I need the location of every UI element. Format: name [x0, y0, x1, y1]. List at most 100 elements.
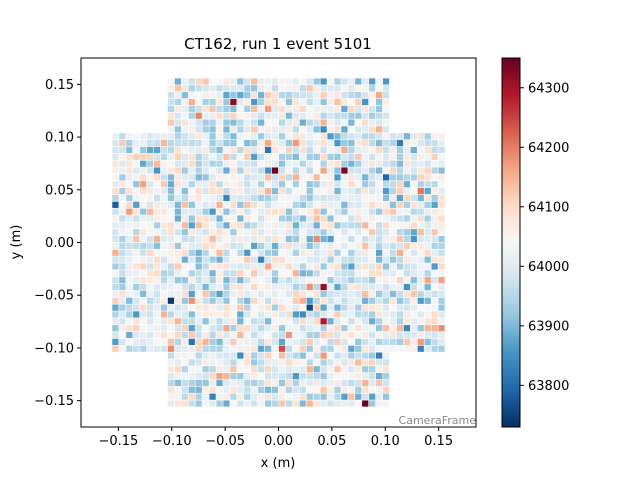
camera-pixel	[424, 270, 431, 277]
camera-pixel	[188, 263, 195, 270]
camera-pixel	[244, 352, 251, 359]
camera-pixel	[195, 126, 202, 133]
camera-pixel	[327, 359, 334, 366]
camera-pixel	[119, 256, 126, 263]
camera-pixel	[160, 229, 168, 236]
camera-pixel	[362, 167, 369, 174]
camera-pixel	[237, 126, 244, 133]
camera-pixel	[313, 229, 320, 236]
camera-pixel	[119, 201, 126, 208]
camera-pixel	[369, 277, 376, 284]
camera-pixel	[181, 318, 188, 325]
camera-pixel	[271, 78, 279, 85]
camera-pixel	[369, 345, 376, 352]
camera-pixel	[230, 283, 237, 291]
camera-pixel	[244, 379, 251, 387]
camera-pixel	[209, 85, 216, 92]
plot-area	[80, 57, 477, 428]
camera-pixel	[341, 359, 348, 366]
camera-pixel	[188, 366, 195, 373]
camera-pixel	[223, 290, 230, 298]
camera-pixel	[140, 146, 147, 154]
camera-pixel	[431, 187, 438, 195]
camera-pixel	[195, 174, 202, 181]
camera-pixel	[341, 393, 348, 400]
camera-pixel	[251, 235, 258, 243]
camera-pixel	[223, 222, 230, 229]
camera-pixel	[306, 133, 313, 140]
camera-pixel	[264, 222, 272, 229]
camera-pixel	[306, 208, 313, 215]
camera-pixel	[133, 277, 140, 284]
camera-pixel	[119, 174, 126, 181]
camera-pixel	[320, 119, 327, 126]
camera-pixel	[237, 386, 244, 393]
camera-pixel	[396, 146, 404, 154]
camera-pixel	[348, 181, 355, 188]
camera-pixel	[251, 181, 258, 188]
camera-pixel	[313, 318, 320, 325]
camera-pixel	[112, 345, 119, 352]
camera-pixel	[167, 119, 175, 126]
camera-pixel	[174, 92, 182, 99]
camera-pixel	[375, 263, 383, 270]
camera-pixel	[348, 92, 355, 99]
camera-pixel	[230, 235, 237, 243]
camera-pixel	[112, 283, 119, 291]
camera-pixel	[264, 201, 272, 208]
camera-pixel	[258, 256, 265, 263]
camera-pixel	[382, 215, 390, 222]
camera-pixel	[341, 133, 348, 140]
camera-pixel	[369, 249, 376, 256]
camera-pixel	[237, 311, 244, 318]
camera-pixel	[174, 167, 182, 174]
camera-pixel	[285, 208, 293, 215]
camera-pixel	[230, 263, 237, 270]
camera-pixel	[375, 338, 383, 345]
camera-pixel	[438, 140, 445, 147]
camera-pixel	[209, 318, 216, 325]
camera-pixel	[424, 325, 431, 332]
camera-pixel	[313, 208, 320, 215]
camera-pixel	[264, 359, 272, 366]
camera-pixel	[223, 249, 230, 256]
camera-pixel	[188, 119, 195, 126]
camera-pixel	[140, 153, 147, 160]
camera-pixel	[341, 146, 348, 154]
camera-pixel	[140, 133, 147, 140]
camera-pixel	[174, 249, 182, 256]
camera-pixel	[167, 304, 175, 311]
camera-pixel	[389, 140, 397, 147]
camera-pixel	[153, 345, 161, 352]
camera-pixel	[209, 290, 216, 298]
camera-pixel	[355, 167, 362, 174]
camera-pixel	[202, 105, 209, 112]
camera-pixel	[264, 98, 272, 106]
camera-pixel	[251, 215, 258, 222]
camera-pixel	[362, 146, 369, 154]
camera-pixel	[146, 153, 154, 160]
camera-pixel	[403, 208, 411, 215]
camera-pixel	[223, 187, 230, 195]
camera-pixel	[299, 359, 306, 366]
camera-pixel	[202, 133, 209, 140]
camera-pixel	[202, 318, 209, 325]
camera-pixel	[223, 366, 230, 373]
camera-pixel	[258, 85, 265, 92]
camera-pixel	[188, 277, 195, 284]
camera-pixel	[264, 325, 272, 332]
camera-pixel	[334, 290, 341, 298]
camera-pixel	[160, 256, 168, 263]
camera-pixel	[140, 242, 147, 250]
camera-pixel	[313, 345, 320, 352]
camera-pixel	[264, 256, 272, 263]
camera-pixel	[126, 140, 133, 147]
camera-pixel	[369, 146, 376, 154]
camera-pixel	[278, 325, 286, 332]
camera-pixel	[271, 146, 279, 154]
camera-pixel	[264, 283, 272, 291]
camera-pixel	[362, 366, 369, 373]
x-tick-label: 0.00	[264, 434, 293, 449]
camera-pixel	[417, 181, 424, 188]
camera-pixel	[403, 153, 411, 160]
